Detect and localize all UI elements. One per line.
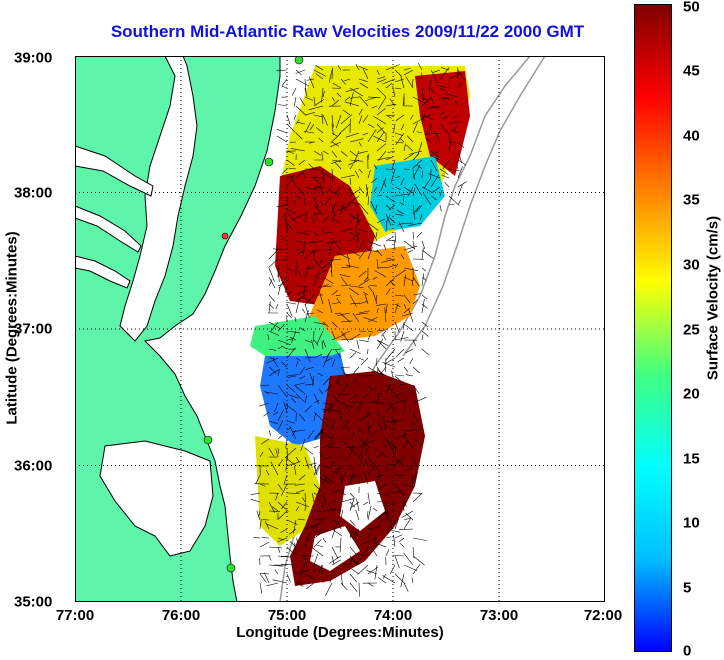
colorbar-tick: 15 <box>683 451 700 468</box>
station-marker <box>265 158 273 166</box>
colorbar-tick: 0 <box>683 643 691 660</box>
colorbar-tick: 45 <box>683 63 700 80</box>
y-tick-label: 36:00 <box>14 458 52 475</box>
x-tick-label: 75:00 <box>268 607 306 624</box>
colorbar-tick: 25 <box>683 322 700 339</box>
colorbar-tick: 10 <box>683 515 700 532</box>
colorbar-tick: 30 <box>683 257 700 274</box>
colorbar-tick: 40 <box>683 128 700 145</box>
colorbar <box>634 4 672 652</box>
y-tick-label: 39:00 <box>14 50 52 67</box>
station-marker <box>295 56 303 64</box>
y-axis-label: Latitude (Degrees:Minutes) <box>4 231 21 424</box>
x-tick-label: 74:00 <box>374 607 412 624</box>
x-tick-label: 77:00 <box>56 607 94 624</box>
velocity-map <box>75 56 605 602</box>
colorbar-tick: 5 <box>683 580 691 597</box>
colorbar-tick: 20 <box>683 386 700 403</box>
x-tick-label: 73:00 <box>480 607 518 624</box>
x-tick-label: 72:00 <box>584 607 622 624</box>
station-marker <box>204 436 212 444</box>
station-marker <box>222 233 228 239</box>
x-tick-label: 76:00 <box>162 607 200 624</box>
station-marker <box>227 564 235 572</box>
colorbar-label: Surface Velocity (cm/s) <box>705 216 722 380</box>
colorbar-tick: 50 <box>683 0 700 16</box>
colorbar-tick: 35 <box>683 192 700 209</box>
x-axis-label: Longitude (Degrees:Minutes) <box>190 624 490 641</box>
y-tick-label: 38:00 <box>14 185 52 202</box>
map-title: Southern Mid-Atlantic Raw Velocities 200… <box>60 22 635 42</box>
y-tick-label: 35:00 <box>14 594 52 611</box>
